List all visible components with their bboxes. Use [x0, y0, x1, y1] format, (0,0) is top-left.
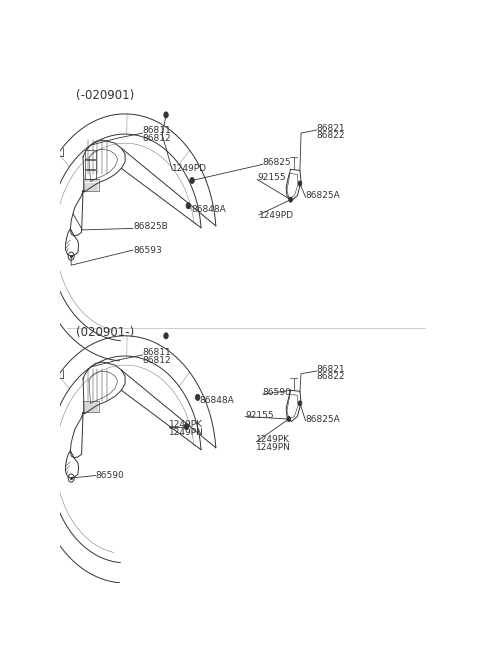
Text: 86811: 86811	[143, 348, 171, 357]
Circle shape	[164, 112, 168, 118]
Text: 1249PN: 1249PN	[256, 443, 291, 452]
Circle shape	[190, 178, 194, 183]
Circle shape	[289, 197, 292, 202]
Text: 86848A: 86848A	[199, 396, 234, 405]
Text: 92155: 92155	[245, 411, 274, 419]
Circle shape	[298, 401, 302, 406]
Text: 1249PK: 1249PK	[168, 420, 203, 429]
Text: 1249PD: 1249PD	[172, 164, 207, 173]
Text: 86821: 86821	[317, 124, 345, 132]
Circle shape	[186, 202, 191, 209]
Text: 1249PK: 1249PK	[256, 435, 290, 444]
Text: 1249PD: 1249PD	[259, 212, 294, 220]
Circle shape	[195, 394, 200, 400]
Text: 86812: 86812	[143, 356, 171, 365]
Text: 92155: 92155	[257, 173, 286, 182]
Text: (020901-): (020901-)	[76, 326, 134, 339]
Text: 86822: 86822	[317, 372, 345, 381]
Text: 86593: 86593	[133, 246, 162, 255]
Circle shape	[184, 424, 189, 430]
Text: 86825A: 86825A	[305, 191, 340, 200]
Text: (-020901): (-020901)	[76, 88, 134, 102]
Text: 86590: 86590	[263, 388, 291, 397]
Text: 86822: 86822	[317, 131, 345, 140]
Text: 86825B: 86825B	[133, 223, 168, 231]
Text: 86825: 86825	[263, 158, 291, 167]
Text: 86590: 86590	[96, 470, 124, 479]
Text: 86812: 86812	[143, 134, 171, 143]
Text: 86811: 86811	[143, 126, 171, 135]
Text: 86848A: 86848A	[192, 205, 226, 214]
Circle shape	[164, 333, 168, 339]
Circle shape	[298, 181, 302, 186]
Text: 86821: 86821	[317, 365, 345, 373]
Text: 1249PN: 1249PN	[168, 428, 204, 437]
Circle shape	[287, 417, 290, 422]
Text: 86825A: 86825A	[305, 415, 340, 424]
